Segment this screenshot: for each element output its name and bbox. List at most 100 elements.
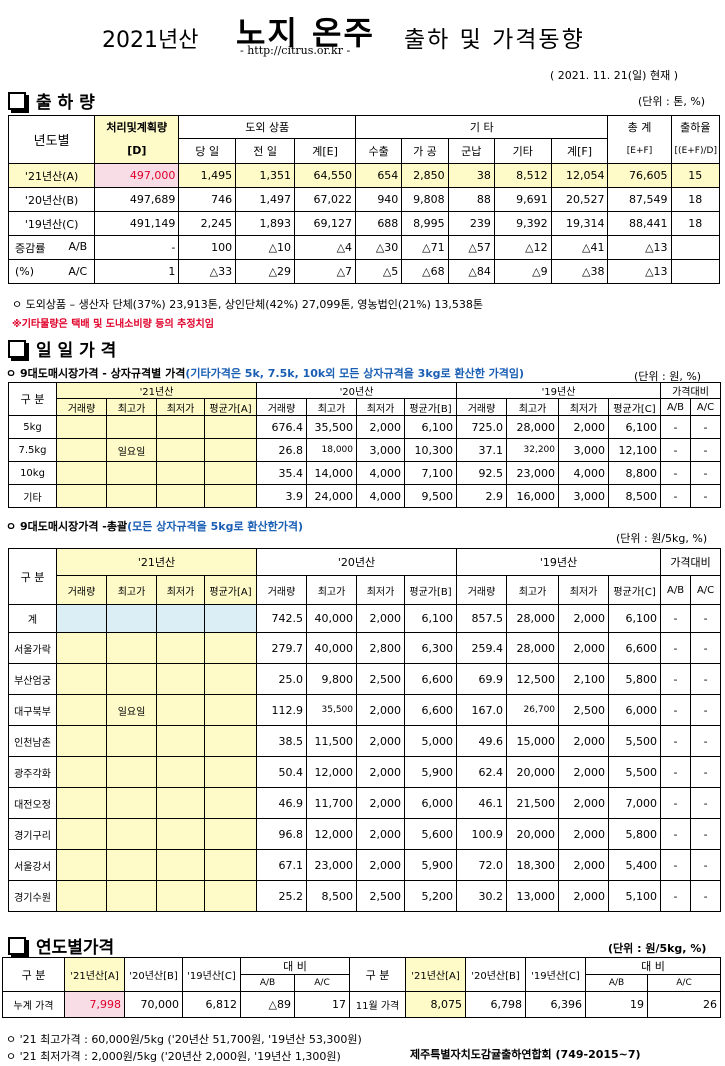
market-cell: 12,000 <box>306 756 358 788</box>
market-cell: 5,800 <box>608 663 662 695</box>
market-cell: 7,000 <box>608 787 662 819</box>
hdr-sum-f: 계[F] <box>550 138 609 164</box>
subhdr-vol: 거래량 <box>256 575 308 605</box>
yr-right-19: 6,396 <box>525 991 586 1018</box>
market-cell: 279.7 <box>256 632 308 664</box>
market-cell: 2,500 <box>356 663 406 695</box>
market-cell: 2,000 <box>356 756 406 788</box>
market-cell: 23,000 <box>306 849 358 881</box>
hdr-today: 당 일 <box>178 138 237 164</box>
section-yearly-title: 연도별가격 <box>8 933 114 958</box>
shipment-cell: 38 <box>447 163 495 188</box>
yr-right-ac: 26 <box>647 991 721 1018</box>
shipment-cell: 239 <box>447 211 495 236</box>
shipment-cell: 1,893 <box>235 211 296 236</box>
market-cell: - <box>660 604 692 633</box>
market-hdr-20: '20년산 <box>256 548 458 576</box>
section-shipment-title: 출 하 량 <box>8 88 95 113</box>
yr-hdr-compare-right: 대 비 <box>585 957 721 975</box>
spec-cell: - <box>690 415 721 439</box>
subhdr-avg_b: 평균가[B] <box>404 398 457 416</box>
shipment-cell: 688 <box>355 211 403 236</box>
market-cell: 11,500 <box>306 725 358 757</box>
section-title-text: 일 일 가 격 <box>36 341 117 361</box>
market-21-cell <box>156 756 205 788</box>
subhdr-vol: 거래량 <box>56 398 107 416</box>
market-cell: - <box>690 663 722 695</box>
shipment-cell: 1,351 <box>235 163 296 188</box>
market-cell: 9,800 <box>306 663 358 695</box>
year-label: '21년산(A) <box>7 163 96 188</box>
change-cell: △41 <box>550 235 609 260</box>
subhdr-lo: 최저가 <box>156 575 205 605</box>
market-21-cell <box>203 663 258 695</box>
market-21-cell <box>106 787 157 819</box>
market-cell: 69.9 <box>456 663 508 695</box>
change-cell: △5 <box>355 259 403 284</box>
market-cell: 40,000 <box>306 632 358 664</box>
market-cell: 11,700 <box>306 787 358 819</box>
spec-cell: 28,000 <box>506 415 559 439</box>
market-cell: - <box>690 756 722 788</box>
market-cell: 28,000 <box>506 604 560 633</box>
change-cell: △9 <box>493 259 552 284</box>
market-cell: 5,600 <box>404 818 458 850</box>
site-url[interactable]: - http://citrus.or.kr - <box>240 44 351 57</box>
market-21-cell <box>203 880 258 912</box>
market-21-cell <box>203 632 258 664</box>
spec-cell: 4,000 <box>558 461 609 485</box>
shipment-cell: 1,495 <box>178 163 237 188</box>
market-21-cell <box>156 725 205 757</box>
market-cell: 2,000 <box>558 787 610 819</box>
hdr-rate: 출하율 <box>670 115 721 139</box>
yr-hdr-ac-right: A/C <box>647 974 721 992</box>
spec-cell: - <box>660 438 691 462</box>
spec-cell: 18,000 <box>306 438 357 462</box>
spec-21-cell <box>204 461 257 485</box>
hdr-plan-sub: [D] <box>94 138 180 164</box>
shipment-table: 년도별 처리및계획량 도외 상품 기 타 총 계 출하율 [D] 당 일 전 일… <box>7 115 721 284</box>
market-21-cell <box>203 849 258 881</box>
market-cell: - <box>690 787 722 819</box>
shipment-cell: 88,441 <box>607 211 672 236</box>
shipment-cell: 497,000 <box>94 163 180 188</box>
spec-21-cell <box>106 461 157 485</box>
yr-left-ac: 17 <box>294 991 350 1018</box>
market-cell: 742.5 <box>256 604 308 633</box>
year-label: '20년산(B) <box>7 187 96 212</box>
market-cell: 6,600 <box>404 694 458 726</box>
market-21-cell <box>106 818 157 850</box>
market-cell: 259.4 <box>456 632 508 664</box>
yr-hdr-20-left: '20년산[B] <box>124 957 183 992</box>
market-cell: 6,600 <box>608 632 662 664</box>
shipment-cell: 15 <box>670 163 721 188</box>
market-cell: 2,000 <box>558 756 610 788</box>
market-cell: 112.9 <box>256 694 308 726</box>
total-title: ㅇ 9대도매시장가격 -총괄(모든 상자규격을 5kg로 환산한가격) <box>6 518 303 534</box>
market-cell: 13,000 <box>506 880 560 912</box>
year-label: '19년산(C) <box>7 211 96 236</box>
market-cell: 20,000 <box>506 756 560 788</box>
change-cell: 1 <box>94 259 180 284</box>
spec-cell: 6,100 <box>404 415 457 439</box>
spec-21-cell <box>56 484 107 508</box>
market-cell: 49.6 <box>456 725 508 757</box>
change-cell: △10 <box>235 235 296 260</box>
market-21-cell <box>56 756 107 788</box>
change-cell: △84 <box>447 259 495 284</box>
change-cell: △13 <box>607 259 672 284</box>
spec-21-cell <box>204 484 257 508</box>
hdr-total: 총 계 <box>607 115 672 139</box>
change-cell: △4 <box>294 235 357 260</box>
market-hdr-compare: 가격대비 <box>660 548 722 576</box>
market-cell: 21,500 <box>506 787 560 819</box>
yr-right-20: 6,798 <box>465 991 526 1018</box>
market-21-cell <box>106 632 157 664</box>
subhdr-avg_a: 평균가[A] <box>204 398 257 416</box>
subhdr-ac: A/C <box>690 398 721 416</box>
hdr-prev: 전 일 <box>235 138 296 164</box>
spec-cell: 9,500 <box>404 484 457 508</box>
shipment-cell: 18 <box>670 211 721 236</box>
market-cell: 5,100 <box>608 880 662 912</box>
yr-hdr-21-left: '21년산[A] <box>64 957 125 992</box>
